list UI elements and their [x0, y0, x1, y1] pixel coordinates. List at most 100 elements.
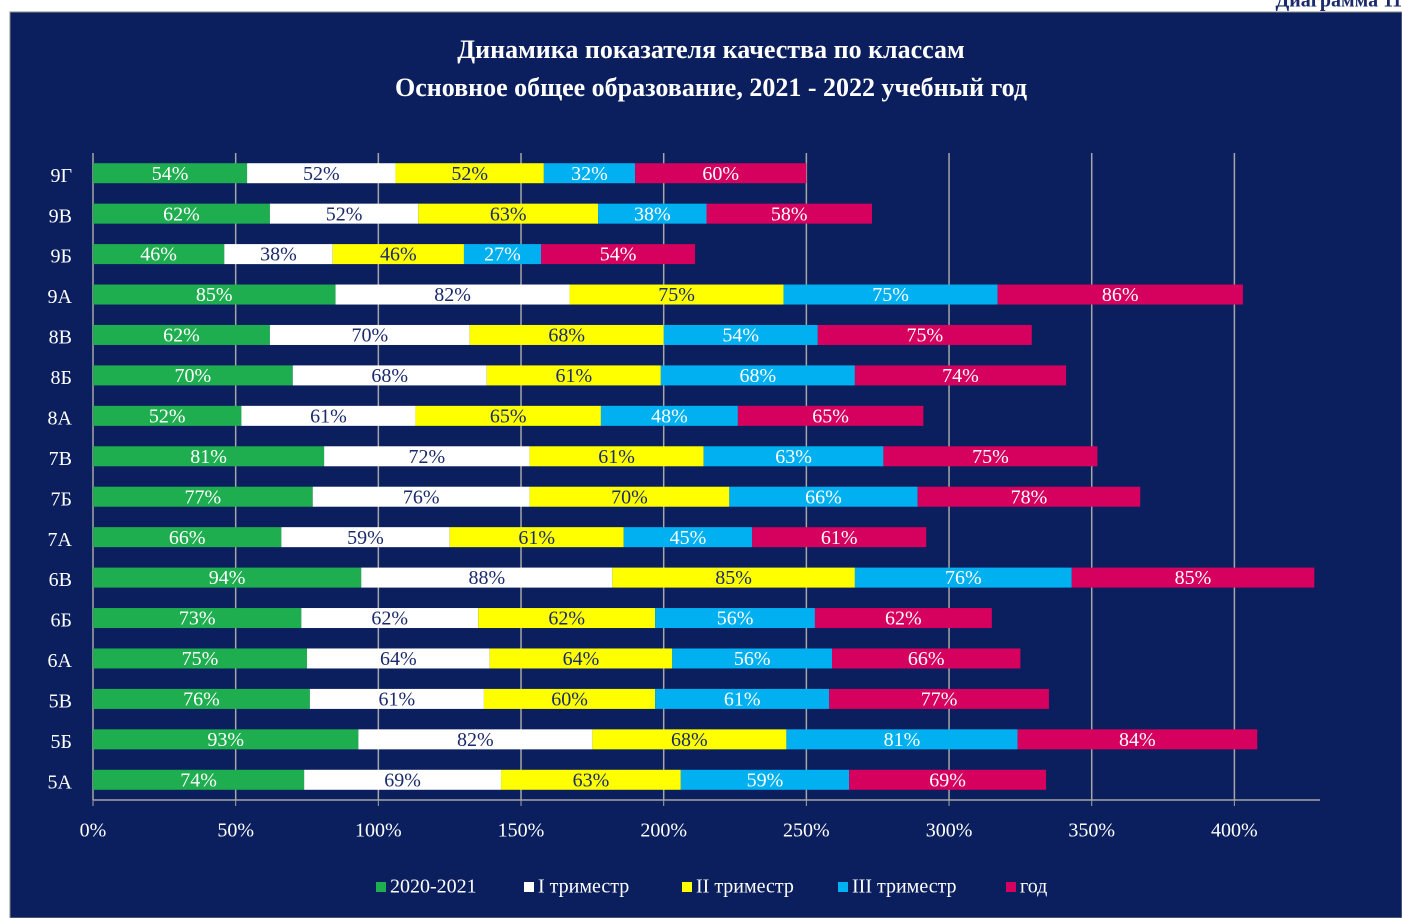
bar-segment	[93, 567, 362, 588]
data-label: 61%	[598, 446, 635, 468]
data-label: 61%	[379, 689, 416, 711]
bar-segment	[358, 729, 593, 750]
legend-swatch	[1006, 882, 1016, 892]
data-label: 73%	[179, 608, 216, 630]
y-tick-label: 9Г	[50, 165, 72, 187]
data-label: 63%	[490, 203, 527, 225]
bar-segment	[600, 405, 738, 426]
bar-segment	[93, 284, 336, 305]
bar-segment	[415, 405, 601, 426]
data-label: 78%	[1011, 486, 1048, 508]
bar-segment	[729, 486, 918, 507]
y-tick-label: 6А	[48, 650, 73, 672]
bar-segment	[93, 608, 302, 629]
data-label: 63%	[573, 769, 610, 791]
bar-segment	[829, 688, 1049, 709]
bar-segment	[660, 365, 855, 386]
data-label: 56%	[734, 648, 771, 670]
bar-segment	[706, 203, 873, 224]
data-label: 65%	[490, 405, 527, 427]
y-tick-label: 6В	[49, 569, 72, 591]
data-label: 70%	[611, 486, 648, 508]
legend-label: III триместр	[852, 876, 957, 898]
bar-segment	[307, 648, 490, 669]
bar-segment	[486, 365, 661, 386]
corner-label: Диаграмма 11	[1276, 0, 1402, 12]
data-label: 74%	[942, 365, 979, 387]
bar-segment	[93, 244, 225, 265]
bar-segment	[93, 163, 248, 184]
data-label: 60%	[551, 689, 588, 711]
y-tick-label: 5В	[49, 691, 72, 713]
data-label: 52%	[451, 163, 488, 185]
data-label: 77%	[921, 689, 958, 711]
bar-segment	[483, 688, 656, 709]
bar-segment	[814, 608, 992, 629]
bar-segment	[247, 163, 396, 184]
bar-segment	[418, 203, 599, 224]
bar-segment	[529, 446, 704, 467]
y-tick-label: 6Б	[51, 610, 72, 632]
data-label: 74%	[180, 769, 217, 791]
data-label: 72%	[409, 446, 446, 468]
data-label: 75%	[658, 284, 695, 306]
bar-segment	[93, 405, 242, 426]
data-label: 75%	[872, 284, 909, 306]
chart-subtitle: Основное общее образование, 2021 - 2022 …	[395, 73, 1027, 102]
bar-segment	[569, 284, 784, 305]
data-label: 62%	[548, 608, 585, 630]
bar-segment	[1017, 729, 1258, 750]
data-label: 46%	[380, 244, 417, 266]
bar-segment	[93, 769, 305, 790]
bar-segment	[292, 365, 487, 386]
legend-label: год	[1020, 876, 1047, 898]
bar-segment	[93, 446, 325, 467]
data-label: 70%	[351, 325, 388, 347]
x-tick-label: 200%	[640, 820, 687, 842]
data-label: 94%	[209, 567, 246, 589]
bar-segment	[304, 769, 502, 790]
data-label: 62%	[885, 608, 922, 630]
bar-segment	[752, 527, 927, 548]
bar-segment	[501, 769, 681, 790]
chart-title: Динамика показателя качества по классам	[457, 35, 965, 64]
bar-segment	[737, 405, 924, 426]
data-label: 84%	[1119, 729, 1156, 751]
bar-segment	[93, 365, 293, 386]
data-label: 54%	[722, 325, 759, 347]
data-label: 38%	[634, 203, 671, 225]
data-label: 82%	[434, 284, 471, 306]
data-label: 59%	[747, 769, 784, 791]
y-tick-label: 8В	[49, 327, 72, 349]
data-label: 85%	[1175, 567, 1212, 589]
bar-segment	[93, 324, 270, 345]
y-tick-label: 8А	[48, 407, 73, 429]
x-tick-label: 150%	[498, 820, 545, 842]
x-tick-label: 0%	[80, 820, 107, 842]
legend-label: I триместр	[538, 876, 629, 898]
bar-segment	[335, 284, 570, 305]
bar-segment	[598, 203, 707, 224]
bar-segment	[612, 567, 855, 588]
bar-segment	[469, 324, 664, 345]
bar-segment	[93, 688, 310, 709]
bar-segment	[540, 244, 696, 265]
data-label: 70%	[175, 365, 212, 387]
data-label: 81%	[884, 729, 921, 751]
y-tick-label: 7А	[48, 529, 73, 551]
bar-segment	[672, 648, 833, 669]
y-tick-label: 5А	[48, 771, 73, 793]
data-label: 56%	[717, 608, 754, 630]
data-label: 52%	[326, 203, 363, 225]
data-label: 76%	[183, 689, 220, 711]
y-tick-label: 9А	[48, 286, 73, 308]
bar-segment	[663, 324, 818, 345]
data-label: 81%	[190, 446, 227, 468]
data-label: 63%	[775, 446, 812, 468]
bar-segment	[703, 446, 884, 467]
bar-segment	[312, 486, 530, 507]
bar-segment	[309, 688, 484, 709]
x-tick-label: 300%	[926, 820, 973, 842]
data-label: 68%	[548, 325, 585, 347]
